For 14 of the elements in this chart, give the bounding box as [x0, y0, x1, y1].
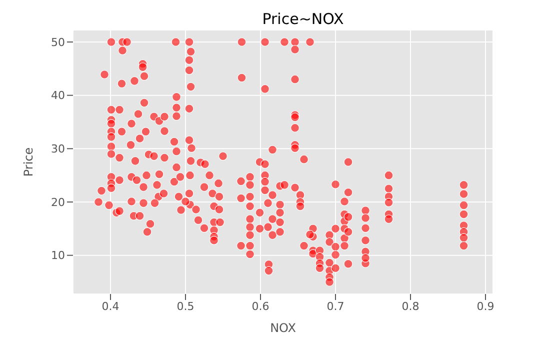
x-tick-label: 0.8 [402, 300, 420, 313]
y-axis-title: Price [21, 147, 36, 177]
y-tick-label: 50 [51, 36, 65, 49]
x-tick-label: 0.5 [176, 300, 194, 313]
y-tick-label: 30 [51, 142, 65, 156]
y-tick-label: 20 [51, 196, 65, 209]
x-axis-title: NOX [270, 321, 296, 335]
y-tick-label: 10 [51, 249, 65, 262]
x-tick-label: 0.4 [102, 300, 120, 313]
x-tick-label: 0.7 [326, 300, 344, 313]
chart-title: Price~NOX [261, 9, 345, 30]
x-tick-label: 0.6 [252, 300, 270, 313]
y-tick-label: 40 [51, 89, 65, 102]
x-tick-label: 0.9 [476, 300, 494, 313]
